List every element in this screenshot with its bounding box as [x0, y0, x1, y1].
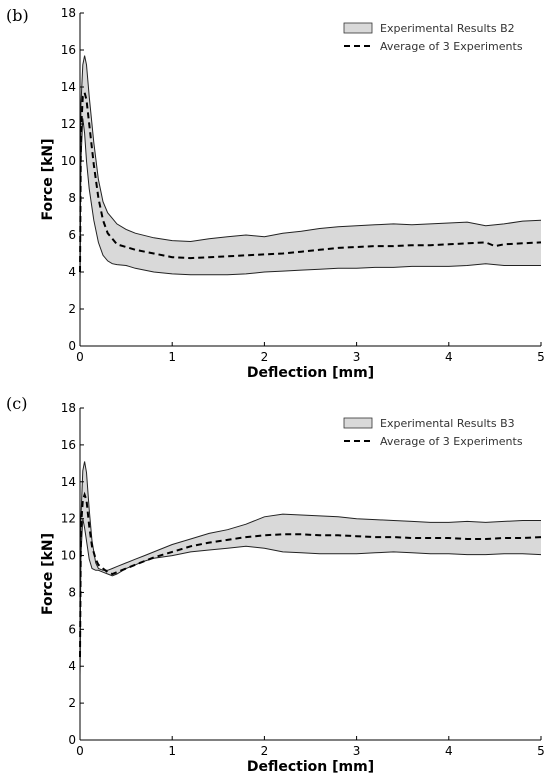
y-tick-label: 14 [61, 80, 76, 94]
x-tick-label: 3 [353, 744, 361, 758]
y-tick-label: 4 [68, 265, 76, 279]
x-tick-label: 2 [261, 350, 269, 364]
chart-panel-c: (c) 0 2 4 6 8 10 12 14 16 18 0 1 2 3 4 5 Deflection [mm]… [0, 388, 550, 778]
x-tick-label: 4 [445, 744, 453, 758]
x-tick-label: 0 [76, 350, 84, 364]
x-tick-label: 1 [168, 350, 176, 364]
y-tick-label: 6 [68, 622, 76, 636]
band-lower-edge [79, 118, 541, 282]
x-tick-label: 4 [445, 350, 453, 364]
y-tick-label: 4 [68, 659, 76, 673]
panel-label: (b) [6, 6, 29, 25]
y-tick-label: 10 [61, 154, 76, 168]
x-tick-label: 3 [353, 350, 361, 364]
experimental-band [80, 55, 541, 282]
average-line [79, 491, 542, 658]
y-axis-label: Force [kN] [40, 138, 56, 220]
chart-panel-b: (b) 0 2 4 6 8 10 12 14 16 18 0 1 2 3 4 5 Deflection [mm]… [0, 0, 550, 388]
x-axis-label: Deflection [mm] [247, 759, 374, 775]
y-tick-label: 18 [61, 401, 76, 415]
legend-line-label: Average of 3 Experiments [380, 40, 523, 53]
average-line [79, 89, 542, 273]
y-tick-label: 12 [61, 117, 76, 131]
y-tick-label: 16 [61, 438, 76, 452]
y-tick-label: 14 [61, 475, 76, 489]
y-tick-label: 2 [68, 302, 76, 316]
x-tick-label: 2 [261, 744, 269, 758]
legend-band-swatch [343, 22, 373, 34]
x-tick-label: 5 [537, 744, 545, 758]
legend-band-label: Experimental Results B2 [380, 22, 515, 35]
y-tick-label: 8 [68, 191, 76, 205]
y-tick-label: 18 [61, 6, 76, 20]
y-tick-label: 16 [61, 43, 76, 57]
y-tick-label: 2 [68, 696, 76, 710]
y-tick-label: 12 [61, 512, 76, 526]
legend-line-label: Average of 3 Experiments [380, 435, 523, 448]
y-tick-label: 8 [68, 585, 76, 599]
y-tick-label: 6 [68, 228, 76, 242]
y-tick-label: 0 [68, 733, 76, 747]
band-lower-edge [79, 518, 542, 676]
experimental-band [80, 461, 541, 676]
x-tick-label: 1 [168, 744, 176, 758]
y-tick-label: 0 [68, 339, 76, 353]
band-upper-edge [79, 461, 541, 676]
legend-band-swatch [343, 417, 373, 429]
panel-label: (c) [6, 394, 28, 413]
legend-band-label: Experimental Results B3 [380, 417, 515, 430]
y-axis-label: Force [kN] [40, 533, 56, 615]
x-tick-label: 5 [537, 350, 545, 364]
y-tick-label: 10 [61, 549, 76, 563]
x-axis-label: Deflection [mm] [247, 365, 374, 381]
band-upper-edge [79, 55, 542, 282]
x-tick-label: 0 [76, 744, 84, 758]
